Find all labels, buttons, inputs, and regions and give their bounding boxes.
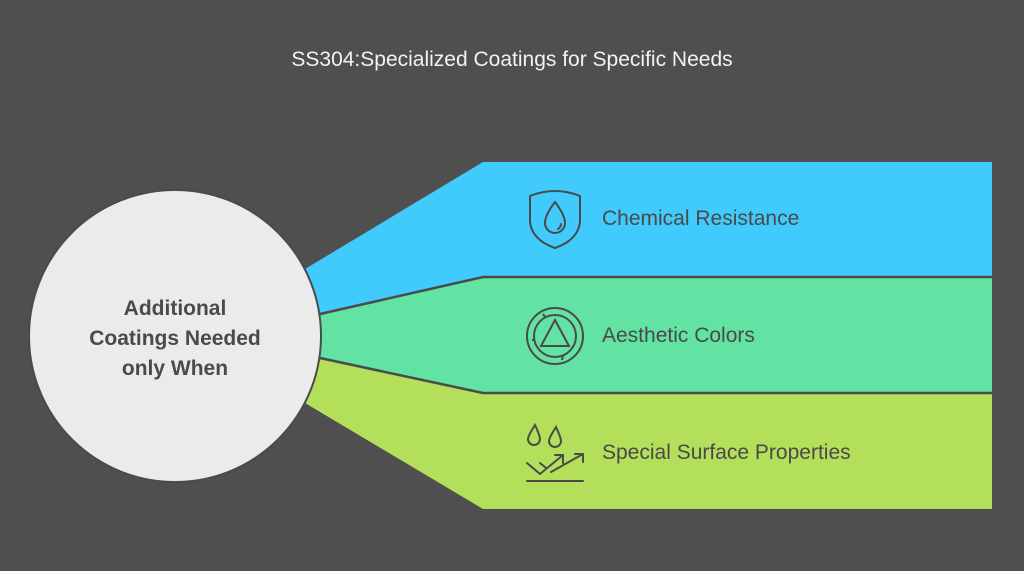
- center-text-line: Coatings Needed: [89, 327, 261, 350]
- shield-water-drop-icon: [529, 190, 581, 250]
- center-text-line: only When: [121, 357, 229, 380]
- item-label-special-surface-properties: Special Surface Properties: [602, 441, 851, 464]
- center-text: Additional Coatings Needed only When: [45, 294, 305, 384]
- item-label-aesthetic-colors: Aesthetic Colors: [602, 324, 755, 347]
- color-wheel-triangle-icon: [526, 307, 584, 365]
- item-label-chemical-resistance: Chemical Resistance: [602, 207, 800, 230]
- band-aesthetic-colors: [320, 277, 992, 393]
- diagram-title: SS304:Specialized Coatings for Specific …: [291, 48, 733, 71]
- water-drops-arrows-icon: [526, 422, 584, 482]
- center-circle: [28, 189, 322, 483]
- band-special-surface: [300, 358, 992, 509]
- center-text-line: Additional: [123, 297, 227, 320]
